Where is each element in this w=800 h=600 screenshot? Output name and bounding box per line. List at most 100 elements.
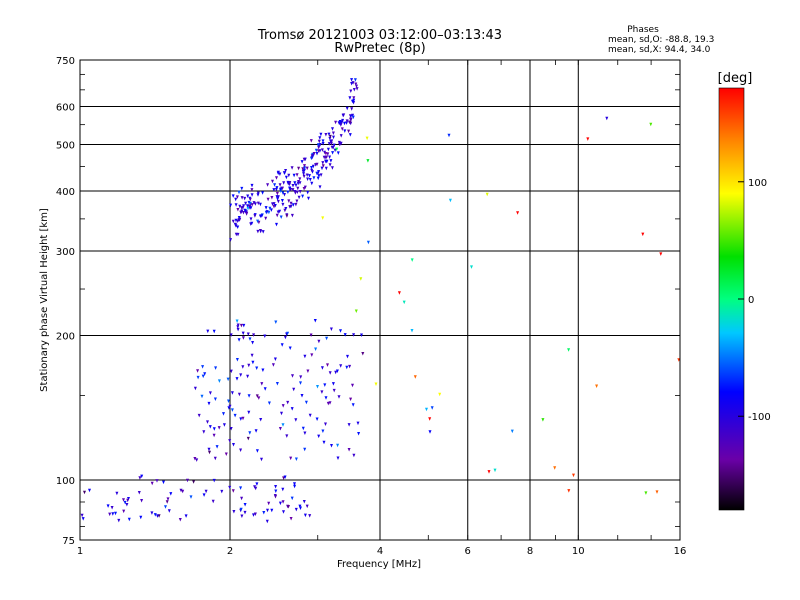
data-point — [319, 132, 323, 137]
data-point — [238, 217, 242, 222]
data-point — [240, 514, 244, 518]
data-point — [255, 366, 259, 370]
data-point — [232, 443, 235, 447]
data-point — [310, 154, 314, 158]
data-point — [178, 518, 182, 522]
data-point — [246, 374, 250, 379]
data-point — [299, 506, 302, 510]
data-point — [301, 169, 305, 174]
data-point — [302, 174, 306, 179]
data-point — [447, 133, 451, 138]
data-point — [355, 87, 359, 91]
data-point — [88, 488, 91, 493]
data-point — [327, 132, 331, 137]
data-point — [280, 411, 283, 416]
data-point — [329, 141, 333, 146]
data-point — [239, 373, 243, 377]
y-tick-label: 200 — [56, 332, 75, 343]
data-point — [316, 149, 320, 153]
data-point — [282, 510, 285, 514]
data-point — [266, 197, 270, 202]
data-point — [246, 206, 250, 211]
data-point — [278, 172, 282, 176]
data-point — [326, 401, 330, 406]
data-point — [323, 383, 327, 387]
data-point — [329, 139, 333, 144]
data-point — [256, 201, 260, 206]
data-point — [257, 396, 261, 400]
data-point — [256, 193, 260, 197]
data-point — [270, 508, 274, 513]
data-point — [281, 487, 285, 492]
data-point — [196, 369, 200, 373]
data-point — [263, 334, 267, 338]
data-point — [269, 208, 273, 212]
data-point — [345, 121, 349, 125]
data-point — [108, 512, 112, 517]
data-point — [155, 479, 159, 483]
data-point — [331, 145, 335, 150]
data-point — [213, 456, 217, 461]
data-point — [317, 339, 321, 344]
data-point — [298, 190, 302, 194]
data-point — [315, 417, 319, 421]
data-point — [315, 162, 319, 167]
data-point — [289, 201, 293, 206]
data-point — [248, 431, 252, 435]
data-point — [303, 354, 307, 359]
data-point — [241, 331, 245, 336]
y-tick-label: 600 — [56, 103, 75, 114]
data-point — [352, 88, 356, 92]
data-point — [285, 214, 289, 218]
data-point — [345, 119, 349, 123]
data-point — [516, 211, 520, 215]
data-point — [321, 429, 325, 433]
data-point — [294, 202, 298, 207]
data-point — [308, 413, 312, 418]
data-point — [317, 434, 321, 439]
data-point — [262, 511, 266, 515]
data-point — [256, 191, 260, 196]
data-point — [315, 171, 319, 176]
data-point — [282, 476, 286, 480]
data-point — [347, 423, 351, 427]
y-tick-label: 300 — [56, 247, 75, 258]
data-point — [110, 506, 114, 510]
data-point — [325, 155, 329, 159]
data-point — [231, 489, 235, 493]
data-point — [324, 422, 327, 426]
data-point — [235, 195, 239, 199]
data-point — [201, 374, 205, 379]
data-point — [125, 503, 129, 507]
data-point — [330, 444, 333, 448]
data-point — [281, 423, 285, 427]
x-tick-label: 1 — [77, 546, 83, 557]
data-point — [413, 375, 417, 379]
data-point — [179, 488, 183, 493]
data-points — [80, 78, 681, 524]
data-point — [284, 175, 288, 180]
data-point — [338, 142, 342, 147]
data-point — [302, 168, 306, 173]
data-point — [123, 500, 127, 505]
data-point — [255, 482, 259, 486]
data-point — [271, 202, 274, 206]
data-point — [169, 492, 173, 496]
data-point — [655, 490, 659, 494]
data-point — [292, 387, 296, 392]
chart-title: Tromsø 20121003 03:12:00–03:13:43 — [257, 28, 502, 43]
data-point — [328, 136, 332, 141]
data-point — [166, 497, 170, 501]
data-point — [243, 196, 247, 201]
data-point — [250, 193, 254, 197]
data-point — [258, 202, 262, 207]
data-point — [212, 427, 216, 431]
data-point — [355, 84, 358, 89]
data-point — [301, 426, 305, 431]
data-point — [302, 172, 306, 176]
y-tick-label: 500 — [56, 141, 75, 152]
data-point — [275, 176, 278, 180]
data-point — [572, 473, 575, 478]
data-point — [314, 148, 318, 153]
data-point — [302, 500, 306, 504]
